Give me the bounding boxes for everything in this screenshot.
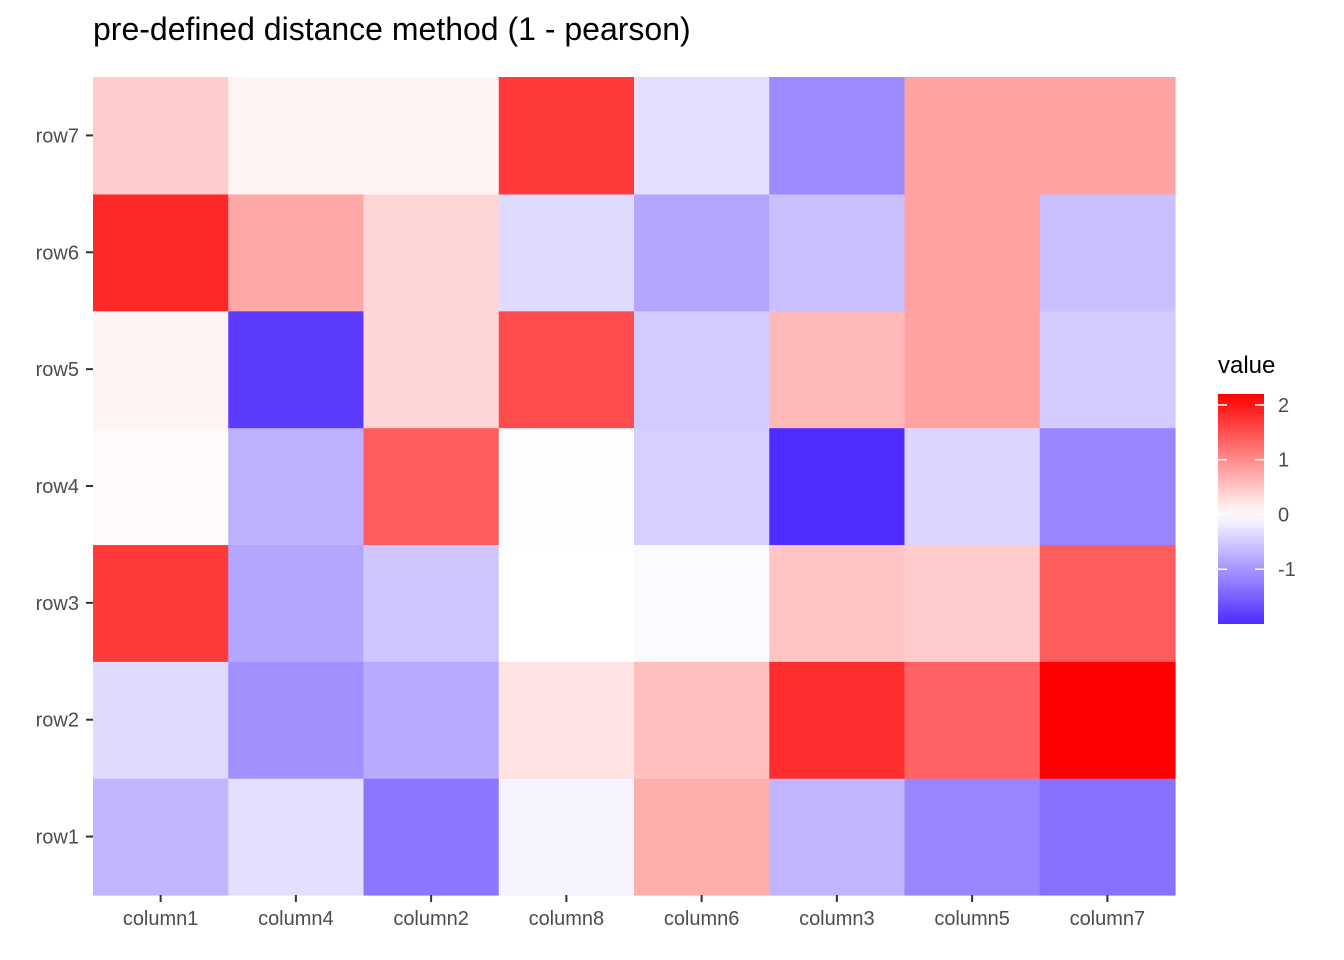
heatmap-cell-row4-column8	[498, 427, 635, 546]
heatmap-cell-row5-column1	[93, 310, 229, 429]
heatmap-cell-row1-column5	[904, 778, 1041, 896]
y-tick-label-row5: row5	[36, 359, 79, 381]
heatmap-cell-row2-column6	[634, 661, 770, 779]
legend-tick-label: 1	[1278, 450, 1289, 472]
heatmap-cell-row6-column3	[769, 193, 906, 312]
heatmap-cell-row3-column1	[93, 544, 229, 662]
heatmap-cell-row5-column2	[363, 310, 500, 429]
heatmap-cell-row6-column7	[1039, 193, 1176, 312]
legend-colorbar	[1218, 394, 1264, 624]
heatmap-cell-row2-column4	[228, 661, 365, 779]
x-tick-label-column5: column5	[934, 908, 1010, 930]
y-tick-label-row2: row2	[36, 710, 79, 732]
x-tick-label-column1: column1	[123, 908, 199, 930]
x-tick-label-column4: column4	[258, 908, 334, 930]
legend-tick-label: 2	[1278, 395, 1289, 417]
heatmap-cell-row1-column2	[363, 778, 500, 896]
heatmap-cell-row5-column4	[228, 310, 365, 429]
heatmap-cell-row7-column6	[634, 77, 770, 195]
y-axis: row1 row2 row3 row4 row5 row6 row7	[36, 125, 93, 849]
heatmap-cell-row5-column8	[498, 310, 635, 429]
heatmap-cell-row4-column6	[634, 427, 770, 546]
heatmap-cell-row1-column8	[498, 778, 635, 896]
heatmap-cell-row5-column5	[904, 310, 1041, 429]
heatmap-cell-row6-column1	[93, 193, 229, 312]
heatmap-cell-row4-column1	[93, 427, 229, 546]
heatmap-cells	[93, 77, 1176, 896]
x-tick-label-column2: column2	[393, 908, 469, 930]
heatmap-cell-row7-column2	[363, 77, 500, 195]
heatmap-cell-row6-column2	[363, 193, 500, 312]
heatmap-cell-row1-column3	[769, 778, 906, 896]
heatmap-cell-row6-column5	[904, 193, 1041, 312]
heatmap-cell-row5-column3	[769, 310, 906, 429]
heatmap-cell-row2-column1	[93, 661, 229, 779]
heatmap-cell-row3-column4	[228, 544, 365, 662]
heatmap-cell-row3-column2	[363, 544, 500, 662]
y-tick-label-row4: row4	[36, 476, 79, 498]
legend-ticks: 2 1 0 -1	[1218, 395, 1296, 581]
y-tick-label-row1: row1	[36, 827, 79, 849]
x-tick-label-column7: column7	[1070, 908, 1146, 930]
heatmap-cell-row2-column3	[769, 661, 906, 779]
heatmap-cell-row7-column3	[769, 77, 906, 195]
heatmap-cell-row1-column6	[634, 778, 770, 896]
heatmap-cell-row5-column7	[1039, 310, 1176, 429]
chart-title: pre-defined distance method (1 - pearson…	[93, 11, 691, 47]
x-tick-label-column6: column6	[664, 908, 740, 930]
heatmap-cell-row2-column8	[498, 661, 635, 779]
heatmap-cell-row3-column8	[498, 544, 635, 662]
heatmap-cell-row1-column7	[1039, 778, 1176, 896]
heatmap-cell-row4-column5	[904, 427, 1041, 546]
x-tick-label-column3: column3	[799, 908, 875, 930]
legend-title: value	[1218, 352, 1275, 379]
heatmap-cell-row6-column4	[228, 193, 365, 312]
heatmap-cell-row7-column4	[228, 77, 365, 195]
heatmap-cell-row4-column7	[1039, 427, 1176, 546]
heatmap-cell-row4-column3	[769, 427, 906, 546]
heatmap-cell-row3-column5	[904, 544, 1041, 662]
heatmap-cell-row7-column7	[1039, 77, 1176, 195]
x-tick-label-column8: column8	[529, 908, 605, 930]
heatmap-cell-row1-column1	[93, 778, 229, 896]
y-tick-label-row6: row6	[36, 242, 79, 264]
heatmap-cell-row2-column5	[904, 661, 1041, 779]
heatmap-cell-row6-column8	[498, 193, 635, 312]
heatmap-cell-row3-column6	[634, 544, 770, 662]
heatmap-cell-row2-column2	[363, 661, 500, 779]
heatmap-cell-row5-column6	[634, 310, 770, 429]
heatmap-cell-row1-column4	[228, 778, 365, 896]
heatmap-cell-row7-column8	[498, 77, 635, 195]
heatmap-cell-row7-column1	[93, 77, 229, 195]
heatmap-cell-row3-column3	[769, 544, 906, 662]
heatmap-cell-row4-column4	[228, 427, 365, 546]
y-tick-label-row7: row7	[36, 125, 79, 147]
y-tick-label-row3: row3	[36, 593, 79, 615]
x-axis: column1 column4 column2 column8 column6 colum…	[123, 895, 1145, 930]
color-legend: value 2 1 0 -1	[1218, 352, 1296, 624]
legend-tick-label: 0	[1278, 504, 1289, 526]
heatmap-cell-row2-column7	[1039, 661, 1176, 779]
heatmap-cell-row3-column7	[1039, 544, 1176, 662]
heatmap-cell-row7-column5	[904, 77, 1041, 195]
heatmap-cell-row6-column6	[634, 193, 770, 312]
heatmap-cell-row4-column2	[363, 427, 500, 546]
legend-tick-label: -1	[1278, 559, 1296, 581]
